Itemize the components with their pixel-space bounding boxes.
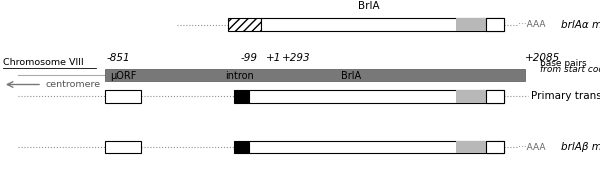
Text: brlAα mRNA: brlAα mRNA	[561, 19, 600, 30]
Text: from start codon: from start codon	[540, 65, 600, 74]
Text: centromere: centromere	[45, 80, 100, 89]
Text: base pairs: base pairs	[540, 59, 587, 68]
Bar	[456, 141, 486, 153]
Bar	[105, 90, 141, 103]
Bar	[249, 141, 504, 153]
Bar	[486, 18, 504, 31]
Bar	[456, 18, 486, 31]
Text: Chromosome VIII: Chromosome VIII	[3, 58, 84, 67]
Text: +1: +1	[266, 53, 281, 63]
Text: +2085: +2085	[525, 53, 560, 63]
Text: BrlA: BrlA	[341, 71, 361, 81]
Text: BrlA: BrlA	[358, 1, 380, 11]
Bar	[486, 90, 504, 103]
Text: ···AAA: ···AAA	[518, 20, 545, 29]
Text: intron: intron	[226, 71, 254, 81]
Bar	[456, 90, 486, 103]
Bar	[486, 141, 504, 153]
Bar	[249, 90, 504, 103]
Bar	[234, 90, 249, 103]
Text: Primary transcript: Primary transcript	[531, 91, 600, 101]
Bar	[234, 141, 249, 153]
Text: +293: +293	[282, 53, 311, 63]
Bar	[105, 69, 525, 81]
Bar	[228, 18, 261, 31]
Text: μORF: μORF	[110, 71, 136, 81]
Text: brlAβ mRNA: brlAβ mRNA	[561, 142, 600, 152]
Bar	[261, 18, 504, 31]
Text: -851: -851	[107, 53, 130, 63]
Text: -99: -99	[241, 53, 258, 63]
Bar	[105, 141, 141, 153]
Text: ···AAA: ···AAA	[518, 142, 545, 152]
